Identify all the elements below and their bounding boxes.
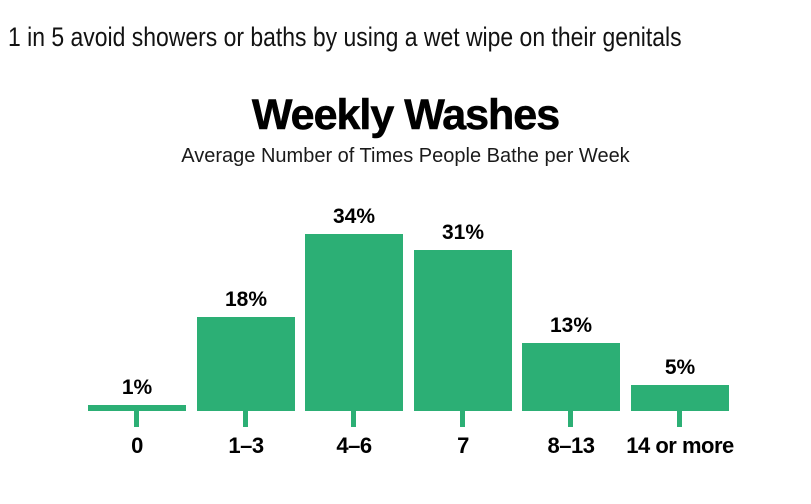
axis-tick (351, 411, 356, 427)
headline: 1 in 5 avoid showers or baths by using a… (8, 22, 682, 52)
bar-category-label: 0 (131, 433, 143, 458)
axis-tick (134, 411, 139, 427)
bar (522, 343, 620, 411)
bar (88, 405, 186, 411)
chart-subtitle: Average Number of Times People Bathe per… (181, 145, 630, 167)
bar-value-label: 13% (549, 314, 593, 337)
bar-value-label: 5% (664, 356, 696, 379)
bar-category-label: 7 (457, 433, 469, 458)
bar-value-label: 31% (441, 221, 485, 244)
chart-title: Weekly Washes (251, 91, 561, 139)
bar (631, 385, 729, 411)
axis-tick (568, 411, 573, 427)
bar (305, 234, 403, 411)
bar-category-label: 8–13 (547, 433, 595, 458)
bar-category-label: 1–3 (228, 433, 264, 458)
axis-tick (460, 411, 465, 427)
bar (414, 250, 512, 411)
bar-category-label: 4–6 (336, 433, 372, 458)
bar-value-label: 18% (224, 288, 268, 311)
axis-tick (243, 411, 248, 427)
bar-value-label: 34% (332, 205, 376, 228)
axis-tick (677, 411, 682, 427)
bar-value-label: 1% (121, 376, 153, 399)
bar-category-label: 14 or more (626, 433, 734, 458)
bar (197, 317, 295, 411)
